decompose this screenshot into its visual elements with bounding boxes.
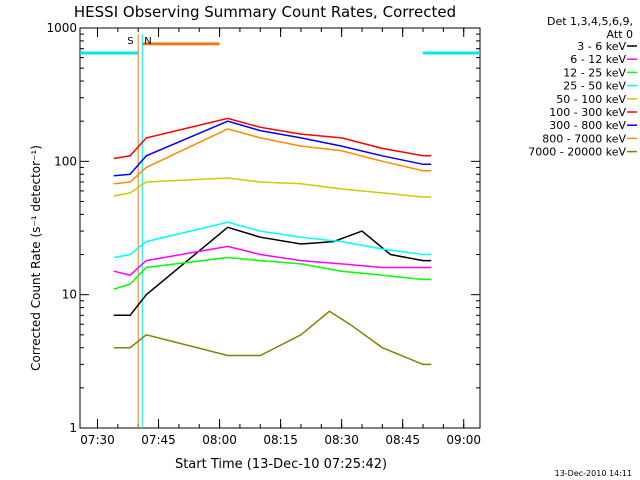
marker-label: S <box>127 36 133 47</box>
legend-label: 25 - 50 keV <box>563 80 626 93</box>
series-line <box>113 120 432 177</box>
y-tick-label: 1000 <box>46 21 77 35</box>
x-axis-label: Start Time (13-Dec-10 07:25:42) <box>175 457 387 472</box>
x-tick-label: 08:45 <box>385 433 420 447</box>
x-tick-label: 08:30 <box>324 433 359 447</box>
timestamp: 13-Dec-2010 14:11 <box>555 469 632 478</box>
x-tick-label: 07:30 <box>80 433 115 447</box>
y-tick-label: 100 <box>54 154 77 168</box>
x-tick-label: 08:15 <box>263 433 298 447</box>
series-line <box>113 245 432 277</box>
series-line <box>113 177 432 198</box>
legend-label: 7000 - 20000 keV <box>528 146 626 159</box>
series-line <box>113 256 432 290</box>
legend-label: 300 - 800 keV <box>549 119 626 132</box>
legend-label: 12 - 25 keV <box>563 66 626 79</box>
series-line <box>113 117 432 160</box>
marker-label: N <box>144 36 151 47</box>
x-tick-label: 09:00 <box>446 433 481 447</box>
series-line <box>113 221 432 259</box>
plot-frame <box>79 27 481 429</box>
legend-label: 3 - 6 keV <box>577 40 626 53</box>
chart-title: HESSI Observing Summary Count Rates, Cor… <box>74 3 456 21</box>
legend-label: 800 - 7000 keV <box>542 132 626 145</box>
legend-label: 50 - 100 keV <box>556 93 626 106</box>
plot-area: 1 10 100 1000 07:30 07:45 08:00 08:15 08:30 08:45… <box>46 21 481 447</box>
legend-label: 6 - 12 keV <box>570 53 626 66</box>
legend-header-line-1: Det 1,3,4,5,6,9, <box>547 15 633 28</box>
y-tick-label: 10 <box>62 288 77 302</box>
legend-label: 100 - 300 keV <box>549 106 626 119</box>
y-tick-label: 1 <box>69 421 77 435</box>
series-line <box>113 310 432 366</box>
legend-header-line-2: Att 0 <box>607 28 633 41</box>
y-axis-label: Corrected Count Rate (s⁻¹ detector⁻¹) <box>29 145 43 371</box>
series-line <box>113 226 432 317</box>
x-tick-label: 08:00 <box>202 433 237 447</box>
x-tick-label: 07:45 <box>141 433 176 447</box>
series-line <box>113 128 432 185</box>
